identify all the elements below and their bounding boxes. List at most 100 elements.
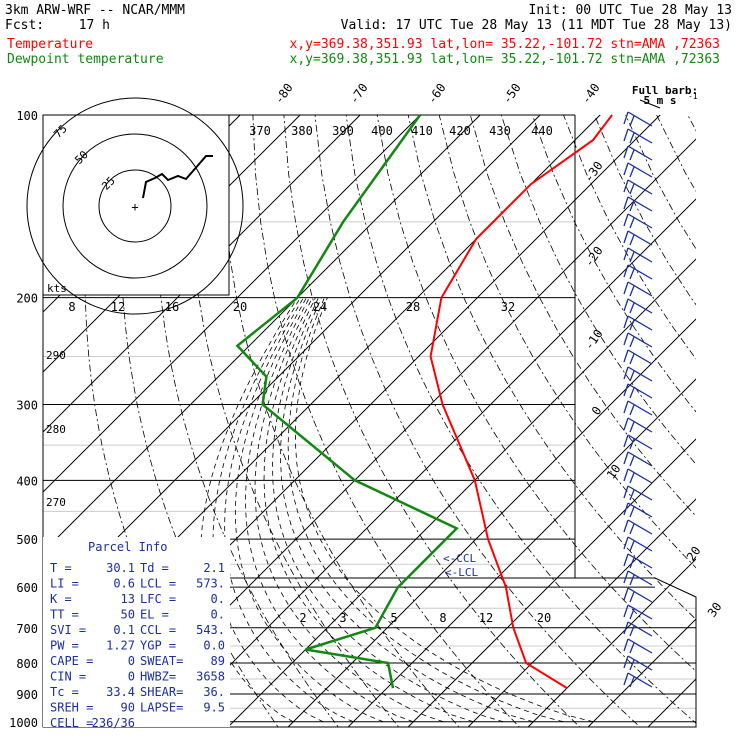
wind-barb-flag	[629, 285, 635, 297]
parcel-label: SWEAT=	[140, 654, 183, 668]
moist-adiabat-line	[200, 297, 298, 723]
parcel-label: LAPSE=	[140, 701, 183, 715]
wind-barb-flag	[623, 162, 629, 176]
isotherm-line	[43, 115, 481, 553]
theta-label-left: 290	[46, 349, 66, 362]
wind-barb-flag	[629, 574, 635, 586]
wind-barb-flag	[629, 506, 635, 518]
parcel-value: 236/36	[92, 716, 135, 730]
isotherm-line	[467, 498, 696, 727]
wind-barb-flag	[629, 523, 635, 535]
mixing-ratio-label: 12	[111, 300, 125, 314]
wind-barb-staff	[627, 213, 653, 229]
theta-label: 400	[371, 124, 393, 138]
parcel-value: 0.	[211, 592, 225, 606]
parcel-value: 0	[128, 654, 135, 668]
mixing-ratio-label: 20	[233, 300, 247, 314]
wind-barb-flag	[629, 234, 635, 246]
parcel-label: T =	[50, 561, 72, 575]
wind-barb-flag	[629, 370, 635, 382]
dry-adiabat-line	[594, 115, 696, 306]
wind-barb-staff	[627, 621, 653, 637]
parcel-info-panel: Parcel Info T = 30.1 Td = 2.1 LI = 0.6 LCL = 57…	[43, 537, 230, 730]
wind-barb-staff	[627, 672, 653, 688]
wind-barb-staff	[627, 179, 653, 195]
wind-barb-flag	[623, 247, 629, 261]
parcel-label: PW =	[50, 639, 79, 653]
fcst-value: 17 h	[79, 18, 110, 33]
wind-barb-staff	[627, 366, 653, 382]
hodograph-center: +	[131, 200, 138, 214]
wind-barb-flag	[623, 213, 629, 227]
dry-adiabat-line	[469, 115, 696, 517]
dry-adiabat-line	[719, 115, 740, 735]
isotherm-label-right: 10	[604, 462, 624, 482]
isotherm-line	[287, 318, 696, 727]
wind-barb-flag	[629, 302, 635, 314]
dry-adiabat-line	[656, 115, 696, 192]
mixing-ratio-label: 24	[313, 300, 327, 314]
dry-adiabat-line	[500, 115, 696, 465]
wind-barb-staff	[627, 451, 653, 467]
wind-barb-flag	[629, 268, 635, 280]
wind-barb-staff	[627, 145, 653, 161]
parcel-value: 89	[211, 654, 225, 668]
parcel-label: Td =	[140, 561, 169, 575]
pressure-tick-label: 900	[16, 688, 38, 702]
wind-barb-flag	[629, 642, 635, 654]
wind-barb-flag	[629, 319, 635, 331]
mixing-ratio-label-lower: 12	[479, 611, 493, 625]
dry-adiabat-line	[283, 115, 581, 727]
wind-barb-flag	[623, 587, 629, 601]
hodograph-trace	[142, 155, 213, 199]
wind-barb-flag	[629, 676, 635, 688]
dry-adiabat-line	[221, 115, 460, 727]
sounding-profiles	[235, 114, 613, 689]
wind-barb-staff	[627, 604, 653, 620]
parcel-label: CAPE =	[50, 654, 93, 668]
full-barb-units-exponent: -1	[688, 92, 698, 101]
wind-barb-flag	[623, 468, 629, 482]
theta-label: 420	[449, 124, 471, 138]
wind-barb-staff	[627, 502, 653, 518]
wind-barb-flag	[629, 183, 635, 195]
wind-barb-flag	[629, 336, 635, 348]
mixing-ratio-label: 8	[68, 300, 75, 314]
parcel-label: LI =	[50, 577, 79, 591]
wind-barb-staff	[627, 638, 653, 654]
wind-barb-flag	[629, 489, 635, 501]
parcel-value: 30.1	[106, 561, 135, 575]
isotherm-line	[227, 258, 696, 727]
wind-barb-flag	[623, 519, 629, 533]
wind-barb-flag	[623, 332, 629, 346]
isotherm-label-right: 0	[589, 404, 605, 418]
parcel-label: TT =	[50, 608, 79, 622]
hodograph-ring	[98, 169, 172, 243]
isotherm-label-right: -20	[582, 244, 606, 270]
parcel-value: 0.0	[203, 639, 225, 653]
wind-barb-flag	[623, 638, 629, 652]
parcel-label: Tc =	[50, 685, 79, 699]
theta-label: 370	[249, 124, 271, 138]
wind-barb-flag	[629, 659, 635, 671]
wind-barb-flag	[623, 485, 629, 499]
theta-label: 440	[531, 124, 553, 138]
wind-barb-flag	[629, 455, 635, 467]
parcel-value: 0.	[211, 608, 225, 622]
wind-barb-flag	[623, 315, 629, 329]
wind-barb-flag	[629, 251, 635, 263]
parcel-value: 36.	[203, 685, 225, 699]
parcel-value: 33.4	[106, 685, 135, 699]
model-title: 3km ARW-WRF -- NCAR/MMM	[5, 3, 185, 18]
wind-barb-flag	[629, 557, 635, 569]
dry-adiabat-line	[188, 115, 400, 727]
wind-barb-staff	[627, 315, 653, 331]
full-barb-label: Full barb:	[632, 84, 698, 97]
hodograph-ring	[26, 97, 244, 315]
wind-barb-staff	[627, 298, 653, 314]
wind-barb-flag	[629, 438, 635, 450]
pressure-tick-label: 200	[16, 292, 38, 306]
wind-barb-flag	[623, 434, 629, 448]
